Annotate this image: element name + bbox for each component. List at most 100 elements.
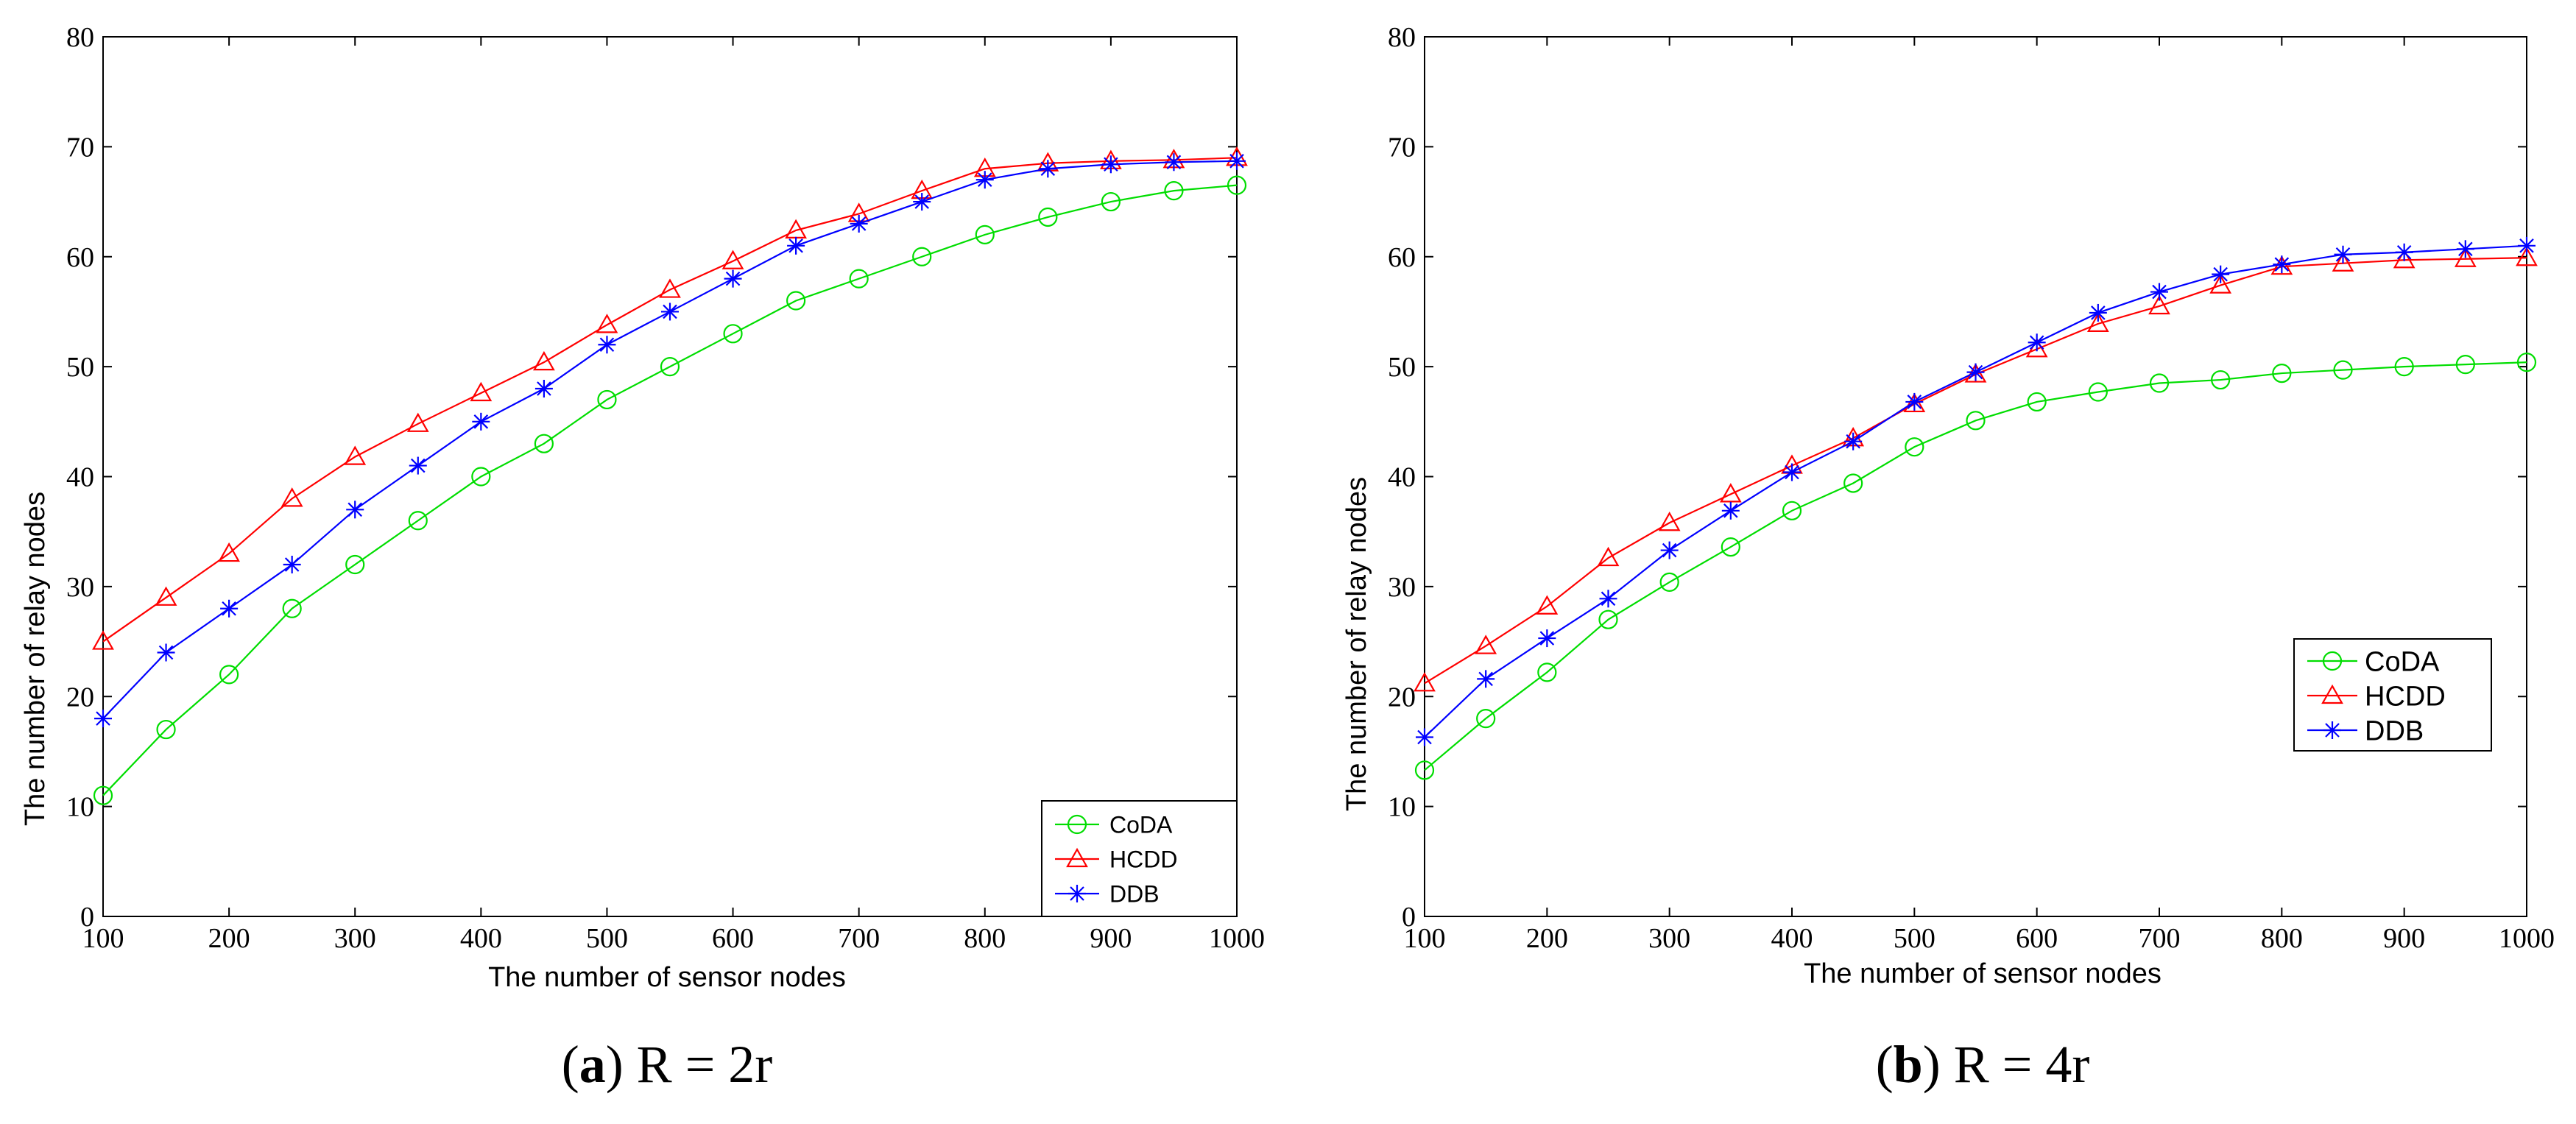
data-point-coda-b <box>2333 360 2353 380</box>
data-point-hcdd-b <box>1536 595 1559 615</box>
data-point-coda-b <box>2272 363 2292 383</box>
caption-b-text: R = 4r <box>1954 1035 2090 1094</box>
data-point-ddb-a <box>472 412 490 431</box>
data-point-hcdd-b <box>1475 635 1497 654</box>
data-point-ddb-b <box>2212 265 2230 283</box>
data-point-hcdd-a <box>218 542 240 562</box>
data-point-ddb-a <box>409 456 427 475</box>
data-point-ddb-a <box>975 171 994 189</box>
data-point-coda-a <box>471 467 491 487</box>
caption-a-close-paren: ) <box>606 1035 637 1094</box>
data-point-coda-a <box>156 719 176 740</box>
data-point-coda-a <box>1101 191 1121 212</box>
y-tick-label-a: 0 <box>80 902 94 933</box>
x-tick-label-b: 300 <box>1648 923 1690 954</box>
data-point-ddb-a <box>1039 160 1057 178</box>
data-point-ddb-a <box>220 599 239 618</box>
data-point-coda-b <box>1843 473 1863 493</box>
x-tick-label-a: 900 <box>1090 923 1132 954</box>
data-point-ddb-b <box>1844 432 1863 450</box>
data-point-coda-b <box>2088 382 2108 402</box>
data-point-hcdd-b <box>2086 312 2109 332</box>
data-point-coda-b <box>1414 760 1435 780</box>
x-tick-label-b: 500 <box>1894 923 1935 954</box>
data-point-hcdd-a <box>280 487 303 507</box>
data-point-ddb-b <box>1783 463 1801 481</box>
caption-a-text: R = 2r <box>637 1035 773 1094</box>
data-point-ddb-b <box>2456 240 2474 258</box>
plot-b: 100 200 300 400 500 600 700 800 900 1000 0 10 20 30 40… <box>1388 22 2555 954</box>
x-tick-label-b: 900 <box>2383 923 2425 954</box>
data-point-ddb-b <box>2334 245 2352 264</box>
data-point-hcdd-b <box>1964 363 1987 383</box>
legend-marker-hcdd-b <box>2321 684 2343 704</box>
caption-b-open-paren: ( <box>1876 1035 1894 1094</box>
data-point-ddb-a <box>534 380 553 397</box>
data-point-ddb-b <box>2273 255 2291 274</box>
data-point-hcdd-a <box>155 586 177 606</box>
data-point-ddb-b <box>2518 236 2536 255</box>
data-point-coda-a <box>597 389 617 410</box>
y-tick-label-b: 40 <box>1388 462 1416 493</box>
data-point-coda-a <box>660 357 680 377</box>
series-coda-a <box>93 175 1247 805</box>
data-point-hcdd-b <box>1658 512 1681 531</box>
data-point-ddb-a <box>787 236 805 255</box>
y-tick-label-a: 80 <box>66 22 94 53</box>
data-point-coda-a <box>723 324 743 344</box>
data-point-coda-a <box>408 511 428 531</box>
y-tick-label-b: 70 <box>1388 132 1416 163</box>
y-tick-label-a: 60 <box>66 242 94 273</box>
data-point-coda-a <box>345 554 365 575</box>
data-point-hcdd-a <box>596 314 618 333</box>
data-point-coda-a <box>1038 207 1058 227</box>
data-point-coda-a <box>282 598 302 618</box>
data-point-hcdd-a <box>470 381 493 402</box>
data-point-coda-b <box>1537 662 1557 682</box>
legend-marker-ddb-a <box>1068 885 1086 902</box>
legend-marker-coda-b <box>2322 651 2343 671</box>
y-tick-label-b: 10 <box>1388 792 1416 823</box>
y-tick-label-b: 60 <box>1388 242 1416 273</box>
data-point-ddb-a <box>850 214 868 233</box>
series-coda-b <box>1414 353 2537 780</box>
legend-marker-ddb-b <box>2323 721 2341 739</box>
y-tick-label-a: 30 <box>66 572 94 603</box>
x-tick-label-a: 500 <box>586 923 628 954</box>
data-point-ddb-b <box>2089 303 2107 322</box>
data-point-ddb-b <box>1660 541 1679 559</box>
data-point-ddb-a <box>1228 152 1246 170</box>
data-point-coda-a <box>219 665 239 685</box>
data-point-ddb-a <box>913 193 931 211</box>
data-point-coda-b <box>1476 709 1496 729</box>
panel-a: The number of relay nodes The number of … <box>20 22 1265 1094</box>
data-point-coda-b <box>1721 537 1740 557</box>
caption-a-letter: a <box>579 1035 606 1094</box>
data-point-ddb-b <box>1416 728 1433 746</box>
data-point-coda-a <box>975 225 995 244</box>
data-point-hcdd-a <box>344 445 367 465</box>
data-point-ddb-a <box>1101 155 1120 174</box>
data-point-coda-b <box>2027 392 2047 412</box>
caption-a-open-paren: ( <box>562 1035 579 1094</box>
data-point-coda-a <box>1164 181 1184 201</box>
data-point-ddb-a <box>157 643 175 662</box>
data-point-coda-a <box>786 291 806 311</box>
series-ddb-a <box>94 152 1246 728</box>
data-point-hcdd-a <box>92 630 114 650</box>
y-tick-label-a: 10 <box>66 792 94 823</box>
x-tick-label-b: 1000 <box>2499 923 2555 954</box>
data-point-coda-a <box>849 269 869 289</box>
x-tick-label-a: 400 <box>460 923 502 954</box>
x-tick-label-b: 600 <box>2016 923 2058 954</box>
legend-label-coda-a: CoDA <box>1109 812 1173 838</box>
series-ddb-b <box>1416 236 2536 746</box>
y-tick-label-b: 0 <box>1402 902 1416 933</box>
x-tick-label-b: 100 <box>1404 923 1446 954</box>
data-point-coda-a <box>93 785 113 805</box>
x-tick-label-b: 700 <box>2139 923 2181 954</box>
data-point-hcdd-a <box>721 250 744 269</box>
data-point-ddb-b <box>1599 590 1617 608</box>
legend-marker-coda-a <box>1067 814 1087 835</box>
